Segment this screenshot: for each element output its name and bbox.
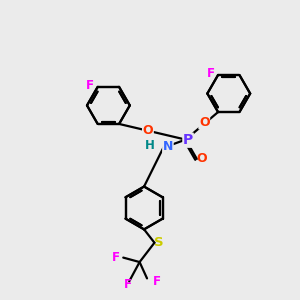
Text: F: F	[112, 251, 120, 264]
Text: P: P	[183, 133, 193, 147]
Text: O: O	[199, 116, 210, 129]
Text: S: S	[154, 236, 164, 249]
Text: F: F	[206, 67, 214, 80]
Text: F: F	[86, 79, 94, 92]
Text: N: N	[163, 140, 173, 153]
Text: F: F	[152, 275, 160, 288]
Text: O: O	[197, 152, 208, 165]
Text: F: F	[124, 278, 132, 291]
Text: O: O	[142, 124, 153, 137]
Text: H: H	[145, 139, 155, 152]
